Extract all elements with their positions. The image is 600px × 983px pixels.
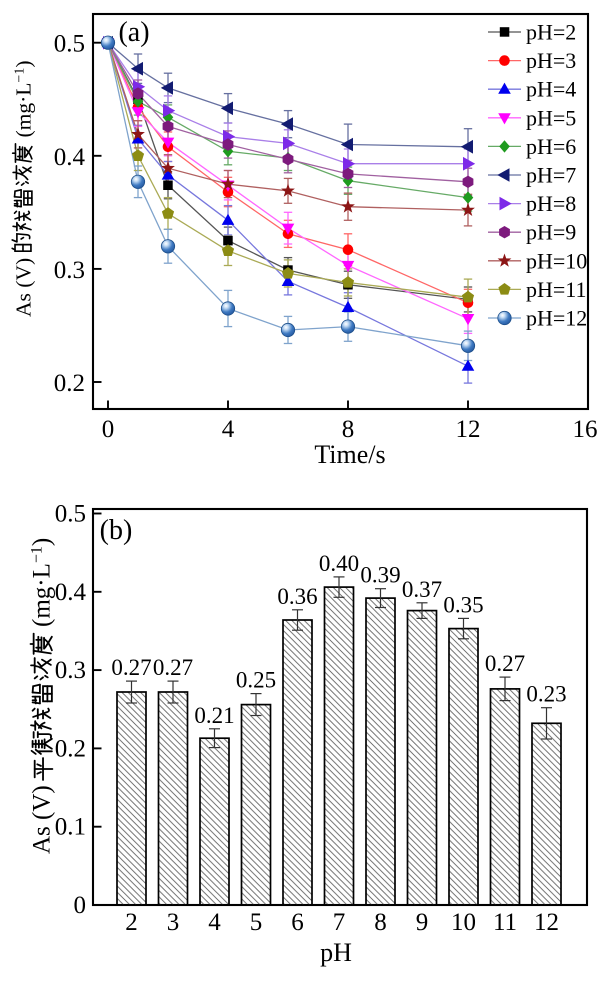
svg-text:6: 6: [291, 909, 304, 936]
svg-text:2: 2: [125, 909, 138, 936]
svg-text:(b): (b): [100, 515, 133, 546]
svg-text:8: 8: [374, 909, 387, 936]
svg-text:3: 3: [167, 909, 180, 936]
svg-text:0.27: 0.27: [111, 655, 151, 680]
svg-text:5: 5: [250, 909, 263, 936]
svg-text:12: 12: [534, 909, 559, 936]
svg-text:0.4: 0.4: [54, 144, 86, 171]
svg-text:16: 16: [573, 416, 598, 443]
svg-text:10: 10: [451, 909, 476, 936]
svg-text:pH=11: pH=11: [526, 277, 586, 302]
svg-text:9: 9: [416, 909, 429, 936]
svg-text:(mg·L−1): (mg·L−1): [12, 60, 36, 137]
svg-text:0.40: 0.40: [319, 551, 359, 576]
svg-text:0.23: 0.23: [526, 682, 566, 707]
svg-text:pH=10: pH=10: [526, 248, 587, 273]
svg-text:0.4: 0.4: [55, 579, 87, 606]
svg-text:pH=7: pH=7: [526, 163, 576, 188]
svg-text:0.2: 0.2: [55, 735, 86, 762]
svg-text:Time/s: Time/s: [314, 440, 385, 469]
svg-text:8: 8: [342, 416, 355, 443]
svg-text:pH=4: pH=4: [526, 77, 576, 102]
svg-text:7: 7: [333, 909, 346, 936]
svg-text:0: 0: [74, 892, 87, 919]
svg-text:pH: pH: [320, 938, 352, 967]
svg-text:0.2: 0.2: [54, 370, 85, 397]
svg-text:pH=2: pH=2: [526, 20, 576, 45]
svg-text:(a): (a): [118, 17, 149, 48]
svg-text:4: 4: [222, 416, 235, 443]
svg-text:pH=6: pH=6: [526, 134, 576, 159]
svg-text:11: 11: [493, 909, 517, 936]
svg-text:0.35: 0.35: [443, 592, 483, 617]
svg-text:4: 4: [208, 909, 221, 936]
svg-text:pH=3: pH=3: [526, 48, 576, 73]
svg-text:0.3: 0.3: [54, 257, 85, 284]
svg-text:pH=8: pH=8: [526, 191, 576, 216]
svg-text:0.36: 0.36: [277, 584, 317, 609]
svg-text:0.1: 0.1: [55, 814, 86, 841]
svg-text:12: 12: [456, 416, 481, 443]
svg-text:pH=9: pH=9: [526, 220, 576, 245]
svg-text:0.37: 0.37: [402, 577, 442, 602]
svg-text:pH=5: pH=5: [526, 105, 576, 130]
svg-text:0.27: 0.27: [485, 651, 525, 676]
svg-text:0.27: 0.27: [153, 655, 193, 680]
svg-text:As (V): As (V): [12, 258, 36, 317]
svg-text:0.5: 0.5: [54, 31, 85, 58]
svg-text:0.5: 0.5: [55, 501, 86, 528]
svg-text:As (V): As (V): [29, 785, 56, 854]
svg-text:pH=12: pH=12: [526, 306, 587, 331]
svg-text:0.21: 0.21: [194, 703, 234, 728]
svg-text:0.3: 0.3: [55, 657, 86, 684]
svg-text:0: 0: [102, 416, 115, 443]
svg-text:0.39: 0.39: [360, 563, 400, 588]
svg-text:0.25: 0.25: [236, 668, 276, 693]
